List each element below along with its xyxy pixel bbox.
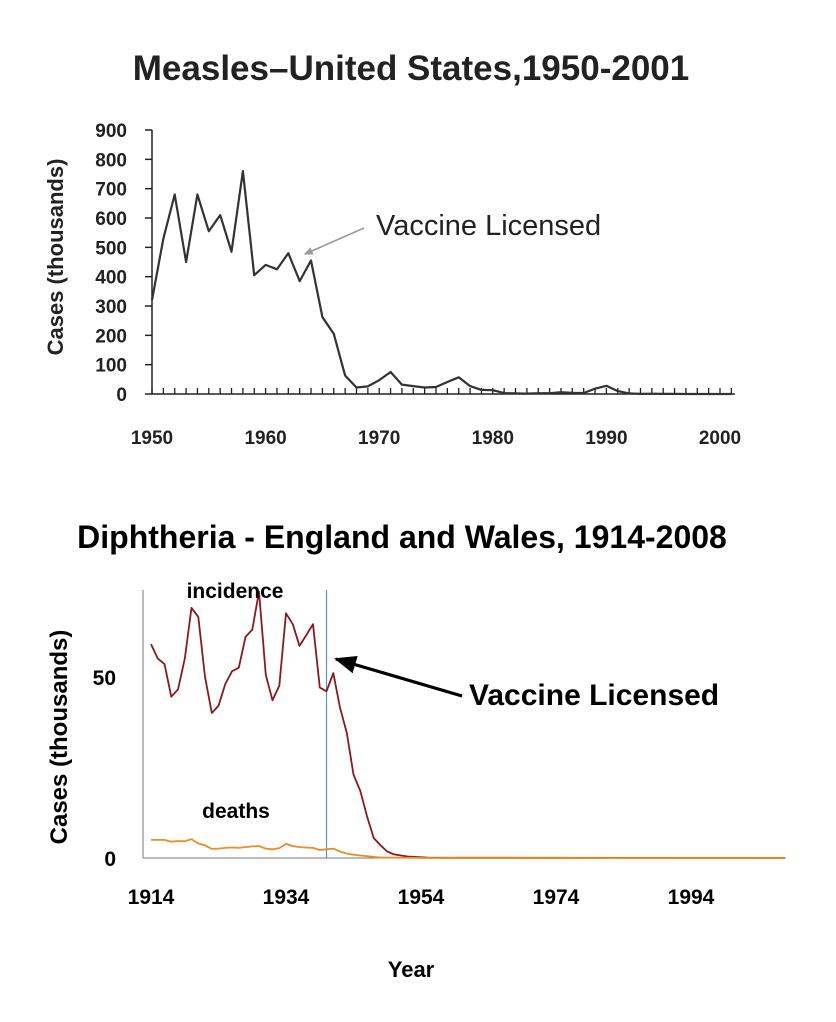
measles-y-tick-label: 900 [95,121,127,142]
measles-y-axis-label: Cases (thousands) [43,159,68,356]
diphtheria-y-tick-label: 0 [104,848,116,871]
diphtheria-x-axis-label: Year [388,957,435,982]
diphtheria-x-tick-label: 1914 [128,886,175,909]
measles-x-tick-label: 2000 [699,428,741,449]
diphtheria-annotation-label: Vaccine Licensed [469,679,719,712]
measles-y-tick-label: 500 [95,238,127,259]
measles-annotation-label: Vaccine Licensed [376,210,601,242]
measles-y-tick-label: 400 [95,268,127,289]
diphtheria-annotation-arrow [334,655,463,698]
measles-y-tick-label: 100 [95,356,127,377]
measles-x-tick-label: 1980 [472,428,514,449]
measles-cases-line [150,170,732,396]
diphtheria-chart-title: Diphtheria - England and Wales, 1914-200… [77,519,727,555]
measles-x-tick-label: 1950 [131,428,173,449]
diphtheria-y-axis-label: Cases (thousands) [46,630,73,845]
measles-y-tick-label: 600 [95,209,127,230]
measles-chart: Measles–United States,1950-2001 Cases (t… [43,49,741,449]
measles-y-tick-label: 300 [95,297,127,318]
diphtheria-deaths-line [151,838,786,859]
deaths-series-label: deaths [202,800,270,823]
measles-annotation-arrow [303,227,365,255]
diphtheria-x-tick-label: 1934 [263,886,310,909]
measles-x-tick-label: 1990 [585,428,627,449]
measles-y-tick-label: 800 [95,150,127,171]
diphtheria-incidence-line [150,590,786,859]
incidence-series-label: incidence [187,580,284,603]
measles-y-tick-label: 200 [95,326,127,347]
diphtheria-y-tick-label: 50 [93,667,116,690]
measles-y-tick-label: 0 [116,385,127,406]
diphtheria-x-tick-label: 1994 [668,886,715,909]
diphtheria-chart: Diphtheria - England and Wales, 1914-200… [46,519,786,982]
measles-x-tick-label: 1960 [244,428,286,449]
measles-x-tick-label: 1970 [358,428,400,449]
measles-chart-title: Measles–United States,1950-2001 [133,49,689,88]
diphtheria-x-tick-label: 1954 [398,886,445,909]
measles-y-tick-label: 700 [95,180,127,201]
diphtheria-x-tick-label: 1974 [533,886,580,909]
